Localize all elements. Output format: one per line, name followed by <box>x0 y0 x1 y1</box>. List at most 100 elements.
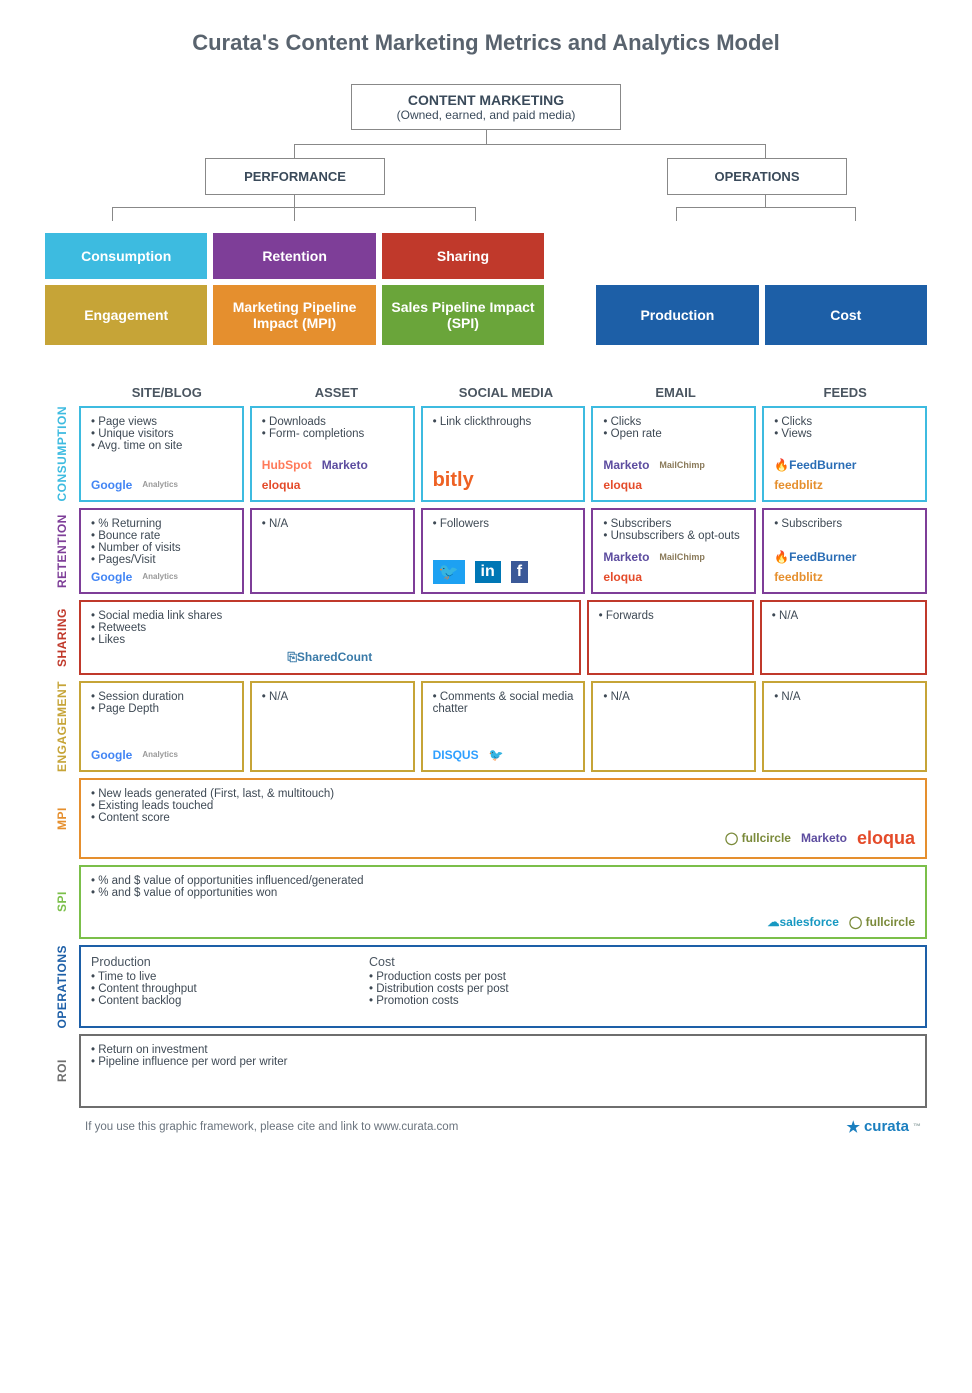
column-headers: SITE/BLOGASSETSOCIAL MEDIAEMAILFEEDS <box>45 385 927 400</box>
tool-logo: Google <box>91 478 132 492</box>
row-label-retention: RETENTION <box>45 508 79 594</box>
metric-item: Distribution costs per post <box>369 983 637 995</box>
star-icon: ★ <box>847 1118 860 1136</box>
metric-item: Open rate <box>603 428 744 440</box>
row-consumption: CONSUMPTIONPage viewsUnique visitorsAvg.… <box>45 406 927 502</box>
metric-item: Avg. time on site <box>91 440 232 452</box>
col-header-social-media: SOCIAL MEDIA <box>424 385 588 400</box>
metric-item: N/A <box>603 691 744 703</box>
row-label-operations: OPERATIONS <box>45 945 79 1028</box>
root-box: CONTENT MARKETING (Owned, earned, and pa… <box>351 84 621 130</box>
metric-item: Content score <box>91 812 915 824</box>
curata-brand: ★ curata™ <box>847 1118 921 1136</box>
row-label-sharing: SHARING <box>45 600 79 675</box>
metric-item: Views <box>774 428 915 440</box>
metric-item: Retweets <box>91 622 569 634</box>
metric-item: Page Depth <box>91 703 232 715</box>
tool-logo: 🔥FeedBurner <box>774 550 856 564</box>
row-label-consumption: CONSUMPTION <box>45 406 79 502</box>
tool-logo: Analytics <box>142 572 178 581</box>
tool-logo: eloqua <box>262 478 301 492</box>
cell-engagement-2: Comments & social media chatter DISQUS 🐦 <box>421 681 586 772</box>
row-label-mpi: MPI <box>45 778 79 859</box>
tile-consumption: Consumption <box>45 233 207 279</box>
metric-item: Bounce rate <box>91 530 232 542</box>
tool-logo: DISQUS <box>433 748 479 762</box>
metric-item: Promotion costs <box>369 995 637 1007</box>
metric-item: Pipeline influence per word per writer <box>91 1056 915 1068</box>
metric-item: Unsubscribers & opt-outs <box>603 530 744 542</box>
tool-logo: bitly <box>433 469 474 492</box>
metric-item: Downloads <box>262 416 403 428</box>
col-header-asset: ASSET <box>255 385 419 400</box>
tool-logo: ◯ fullcircle <box>725 831 791 845</box>
tool-logo: eloqua <box>857 828 915 849</box>
metric-item: Followers <box>433 518 574 530</box>
tool-logo: feedblitz <box>774 478 823 492</box>
cell-spi-0: % and $ value of opportunities influence… <box>79 865 927 939</box>
metric-item: Subscribers <box>774 518 915 530</box>
cell-retention-1: N/A <box>250 508 415 594</box>
category-tiles: ConsumptionRetentionSharingEngagementMar… <box>45 233 927 345</box>
metric-item: Link clickthroughs <box>433 416 574 428</box>
metric-item: Clicks <box>603 416 744 428</box>
tool-logo: Google <box>91 570 132 584</box>
metric-item: Existing leads touched <box>91 800 915 812</box>
tile-cost: Cost <box>765 285 927 345</box>
tool-logo: Google <box>91 748 132 762</box>
tool-logo: HubSpot <box>262 458 312 472</box>
metric-item: Content throughput <box>91 983 359 995</box>
cell-engagement-0: Session durationPage DepthGoogleAnalytic… <box>79 681 244 772</box>
tile-engagement: Engagement <box>45 285 207 345</box>
metric-item: % and $ value of opportunities influence… <box>91 875 915 887</box>
tool-logo: Analytics <box>142 480 178 489</box>
metric-item: Forwards <box>599 610 742 622</box>
cell-engagement-4: N/A <box>762 681 927 772</box>
row-roi: ROIReturn on investmentPipeline influenc… <box>45 1034 927 1108</box>
tool-logo: ⎘SharedCount <box>287 650 372 665</box>
tool-logo: 🔥FeedBurner <box>774 458 856 472</box>
metric-item: Session duration <box>91 691 232 703</box>
cell-retention-0: % ReturningBounce rateNumber of visitsPa… <box>79 508 244 594</box>
cell-consumption-4: ClicksViews🔥FeedBurnerfeedblitz <box>762 406 927 502</box>
tool-logo: 🐦 <box>433 560 465 584</box>
ops-heading-right: Cost <box>369 955 637 969</box>
cell-retention-3: SubscribersUnsubscribers & opt-outs Marke… <box>591 508 756 594</box>
tool-logo: Marketo <box>603 458 649 472</box>
metric-item: Comments & social media chatter <box>433 691 574 715</box>
col-header-email: EMAIL <box>594 385 758 400</box>
row-label-engagement: ENGAGEMENT <box>45 681 79 772</box>
footer: If you use this graphic framework, pleas… <box>45 1118 927 1136</box>
tool-logo: feedblitz <box>774 570 823 584</box>
cell-consumption-2: Link clickthroughs bitly <box>421 406 586 502</box>
metric-item: Pages/Visit <box>91 554 232 566</box>
metric-item: Social media link shares <box>91 610 569 622</box>
tool-logo: Marketo <box>603 550 649 564</box>
cell-consumption-1: DownloadsForm- completionsHubSpotMarketo… <box>250 406 415 502</box>
tool-logo: MailChimp <box>659 552 705 562</box>
tile-marketing-pipeline-impact-mpi-: Marketing Pipeline Impact (MPI) <box>213 285 375 345</box>
metric-item: N/A <box>772 610 915 622</box>
row-retention: RETENTION% ReturningBounce rateNumber of… <box>45 508 927 594</box>
cell-mpi-0: New leads generated (First, last, & mult… <box>79 778 927 859</box>
metric-item: Unique visitors <box>91 428 232 440</box>
tool-logo: eloqua <box>603 570 642 584</box>
metric-item: Page views <box>91 416 232 428</box>
row-label-roi: ROI <box>45 1034 79 1108</box>
metric-item: Likes <box>91 634 569 646</box>
tool-logo: f <box>511 561 528 583</box>
tile-retention: Retention <box>213 233 375 279</box>
row-sharing: SHARING Social media link sharesRetweetsL… <box>45 600 927 675</box>
metric-item: N/A <box>774 691 915 703</box>
tool-logo: eloqua <box>603 478 642 492</box>
brand-name: curata <box>864 1118 909 1135</box>
cell-sharing-2: N/A <box>760 600 927 675</box>
page-title: Curata's Content Marketing Metrics and A… <box>45 30 927 56</box>
row-operations: OPERATIONSProductionTime to liveContent … <box>45 945 927 1028</box>
tool-logo: 🐦 <box>489 748 504 762</box>
cell-consumption-0: Page viewsUnique visitorsAvg. time on si… <box>79 406 244 502</box>
cell-sharing-1: Forwards <box>587 600 754 675</box>
cell-roi-0: Return on investmentPipeline influence p… <box>79 1034 927 1108</box>
metric-item: Production costs per post <box>369 971 637 983</box>
metric-item: Subscribers <box>603 518 744 530</box>
